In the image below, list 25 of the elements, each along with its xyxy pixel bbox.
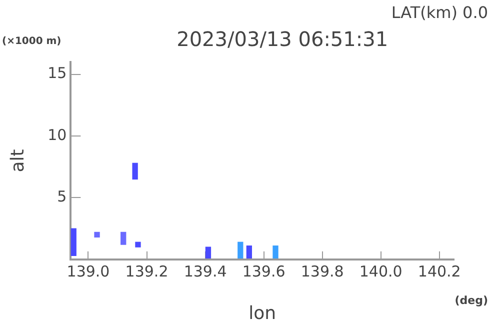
x-axis-title: lon — [248, 302, 276, 324]
bar — [238, 242, 244, 258]
bar — [132, 162, 138, 180]
bar — [94, 232, 100, 238]
text: (×1000 m) — [2, 36, 62, 47]
x-tick-label: 139.2 — [125, 262, 168, 280]
bar — [272, 246, 278, 258]
x-tick-label: 140.0 — [359, 262, 402, 280]
x-tick-label: 139.6 — [242, 262, 286, 280]
y-tick-label: 5 — [57, 188, 67, 206]
x-tick-label: 140.2 — [418, 262, 461, 280]
bar — [246, 246, 252, 258]
y-tick-label: 15 — [48, 64, 67, 82]
x-tick-label: 139.0 — [66, 262, 110, 280]
text: (deg) — [454, 294, 488, 307]
x-tick-label: 139.4 — [184, 262, 227, 280]
chart-title: 2023/03/13 06:51:31 — [176, 27, 388, 51]
bar — [205, 246, 212, 258]
text: LAT(km) 0.0 — [391, 3, 488, 22]
y-tick-label: 10 — [48, 126, 67, 144]
x-tick-label: 139.8 — [300, 262, 344, 280]
bar — [70, 228, 76, 256]
bar — [135, 242, 141, 248]
bar — [120, 232, 126, 245]
y-axis-title: alt — [7, 149, 28, 172]
